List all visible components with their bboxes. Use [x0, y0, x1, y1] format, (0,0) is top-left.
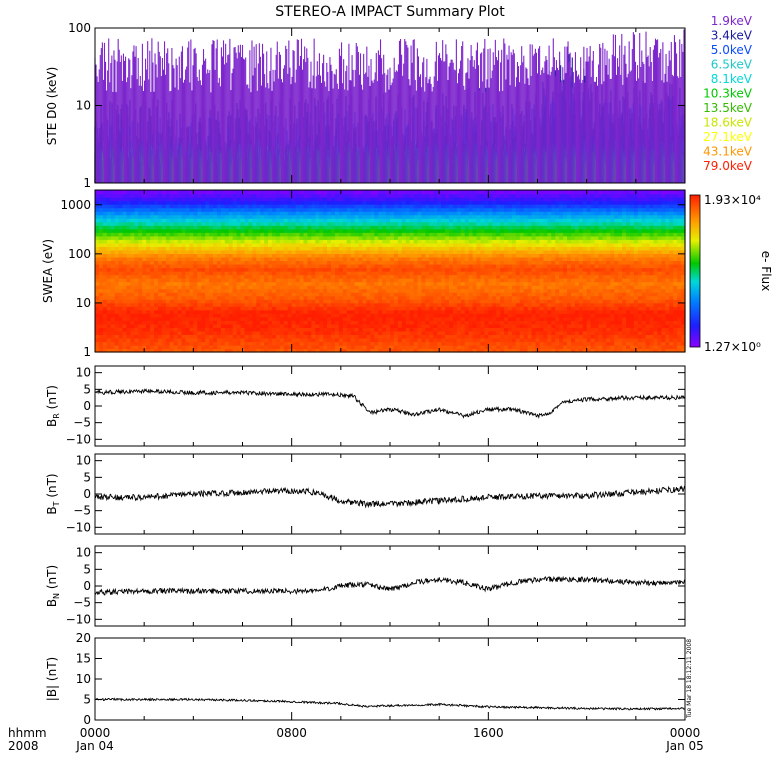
ste-data-layer — [94, 29, 685, 183]
plot-title: STEREO-A IMPACT Summary Plot — [275, 4, 505, 20]
